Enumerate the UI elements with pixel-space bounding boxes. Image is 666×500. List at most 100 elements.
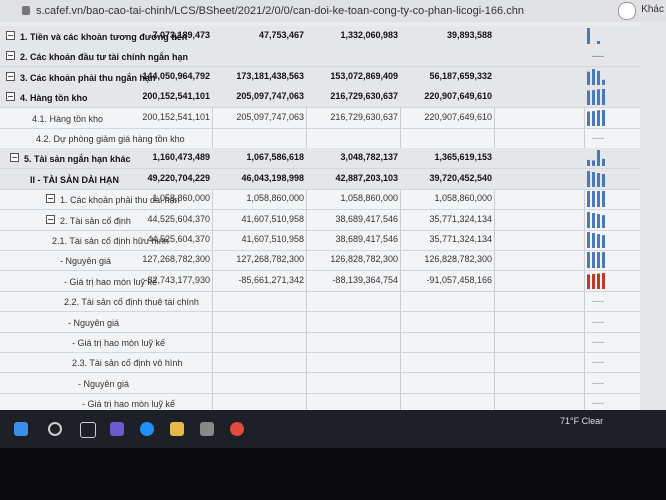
cell-value: 1,058,860,000: [434, 193, 492, 204]
expand-toggle[interactable]: [10, 153, 19, 163]
sparkline: [587, 232, 605, 248]
table-row: - Nguyên giá 127,268,782,300 127,268,782,3…: [0, 250, 640, 272]
cell-value: 35,771,324,134: [429, 234, 492, 244]
sparkline-bar: [592, 171, 595, 187]
sparkline-bar: [587, 191, 590, 208]
sparkline: [587, 191, 605, 208]
cell-value: 1,160,473,489: [152, 152, 210, 163]
cell-value: 39,893,588: [446, 30, 492, 40]
table-row: 4.2. Dự phòng giảm giá hàng tồn kho ----: [0, 128, 640, 149]
screen: s.cafef.vn/bao-cao-tai-chinh/LCS/BSheet/…: [0, 0, 666, 410]
sparkline-bar: [592, 191, 595, 208]
cell-value: 44,525,604,370: [147, 234, 210, 244]
scrollbar[interactable]: [640, 22, 666, 410]
cell-value: 1,332,060,983: [340, 30, 398, 40]
expand-toggle[interactable]: [46, 194, 55, 204]
sparkline-empty: ----: [592, 398, 604, 409]
sparkline-bar: [597, 150, 600, 167]
cell-value: 144,050,964,792: [142, 70, 210, 81]
taskbar: 71°F Clear: [0, 410, 666, 448]
table-row: 4. Hàng tồn kho 200,152,541,101 205,097,74…: [0, 87, 640, 109]
row-label: 1. Các khoản phải thu dài hạn: [60, 195, 180, 206]
explorer-icon[interactable]: [170, 422, 184, 436]
sparkline-bar: [592, 252, 595, 269]
column-divider: [306, 26, 307, 410]
sparkline-empty: ----: [592, 316, 604, 327]
cell-value: 3,048,782,137: [340, 152, 398, 163]
sparkline-bar: [597, 40, 600, 44]
sparkline: [587, 109, 605, 126]
app-icon[interactable]: [110, 422, 124, 436]
table-row: 2.1. Tài sản cố định hữu hình 44,525,604,…: [0, 230, 640, 251]
expand-toggle[interactable]: [46, 214, 55, 224]
row-label: 4. Hàng tồn kho: [20, 93, 88, 104]
chrome-icon[interactable]: [230, 422, 244, 436]
task-view[interactable]: [80, 422, 96, 438]
expand-toggle[interactable]: [6, 51, 15, 61]
sparkline-bar: [592, 233, 595, 248]
cell-value: 47,753,467: [258, 30, 304, 40]
cell-value: 44,525,604,370: [147, 213, 210, 224]
row-label: 2.1. Tài sản cố định hữu hình: [52, 236, 169, 246]
table-row: - Nguyên giá ----: [0, 312, 640, 333]
sparkline-bar: [592, 90, 595, 106]
sparkline-empty: ----: [592, 51, 604, 62]
sparkline-bar: [597, 172, 600, 187]
weather[interactable]: 71°F Clear: [560, 416, 604, 426]
sparkline-bar: [587, 274, 590, 289]
sparkline-bar: [602, 191, 605, 208]
cell-value: 127,268,782,300: [236, 254, 304, 265]
cell-value: 1,365,619,153: [434, 152, 492, 163]
store-icon[interactable]: [200, 422, 214, 436]
address-bar[interactable]: s.cafef.vn/bao-cao-tai-chinh/LCS/BSheet/…: [0, 0, 666, 22]
cell-value: 200,152,541,101: [142, 111, 210, 122]
row-label: - Nguyên giá: [78, 378, 130, 389]
url[interactable]: s.cafef.vn/bao-cao-tai-chinh/LCS/BSheet/…: [36, 5, 524, 17]
search-button[interactable]: [48, 422, 62, 436]
cell-value: 49,220,704,229: [147, 172, 210, 183]
cell-value: -88,139,364,754: [332, 274, 398, 285]
expand-toggle[interactable]: [6, 92, 15, 102]
sparkline: [587, 252, 605, 269]
edge-icon[interactable]: [140, 422, 154, 436]
table-row: 2. Tài sản cố định 44,525,604,370 41,607,5…: [0, 210, 640, 231]
table-row: 2. Các khoản đầu tư tài chính ngắn hạn --…: [0, 46, 640, 68]
balance-table: 1. Tiền và các khoản tương đương tiền 7,0…: [0, 26, 640, 410]
expand-toggle[interactable]: [6, 31, 15, 40]
cell-value: 216,729,630,637: [330, 91, 398, 102]
cell-value: 126,828,782,300: [330, 254, 398, 265]
sparkline: [587, 211, 605, 228]
sparkline-bar: [592, 110, 595, 126]
start-button[interactable]: [14, 422, 28, 436]
cell-value: -91,057,458,166: [426, 274, 492, 285]
cell-value: 220,907,649,610: [424, 111, 492, 122]
cell-value: 39,720,452,540: [429, 172, 492, 183]
row-label: 2. Tài sản cố định: [60, 215, 131, 226]
sparkline-bar: [602, 89, 605, 106]
cell-value: -82,743,177,930: [144, 274, 210, 285]
column-divider: [584, 26, 585, 410]
row-label: 2.2. Tài sản cố định thuê tài chính: [64, 297, 199, 308]
cell-value: 220,907,649,610: [424, 91, 492, 102]
sparkline-bar: [587, 111, 590, 126]
sparkline-bar: [597, 252, 600, 269]
sparkline-empty: ----: [592, 296, 604, 307]
sparkline: [587, 272, 605, 289]
cell-value: 7,073,189,473: [152, 30, 210, 40]
table-row: - Giá trị hao mòn luỹ kế -82,743,177,930 -…: [0, 271, 640, 292]
sparkline: [587, 68, 605, 85]
cell-value: 1,058,860,000: [340, 193, 398, 204]
sparkline: [587, 28, 605, 44]
sparkline-bar: [592, 160, 595, 167]
profile-icon[interactable]: [618, 2, 636, 20]
lock-icon: [22, 6, 30, 15]
expand-toggle[interactable]: [6, 71, 15, 81]
sparkline-bar: [587, 90, 590, 106]
menu-label[interactable]: Khác: [641, 4, 664, 15]
sparkline-bar: [602, 252, 605, 269]
column-divider: [400, 26, 401, 410]
cell-value: 38,689,417,546: [335, 213, 398, 224]
sparkline-bar: [602, 109, 605, 126]
sparkline-bar: [587, 211, 590, 228]
table-row: 2.2. Tài sản cố định thuê tài chính ----: [0, 291, 640, 313]
